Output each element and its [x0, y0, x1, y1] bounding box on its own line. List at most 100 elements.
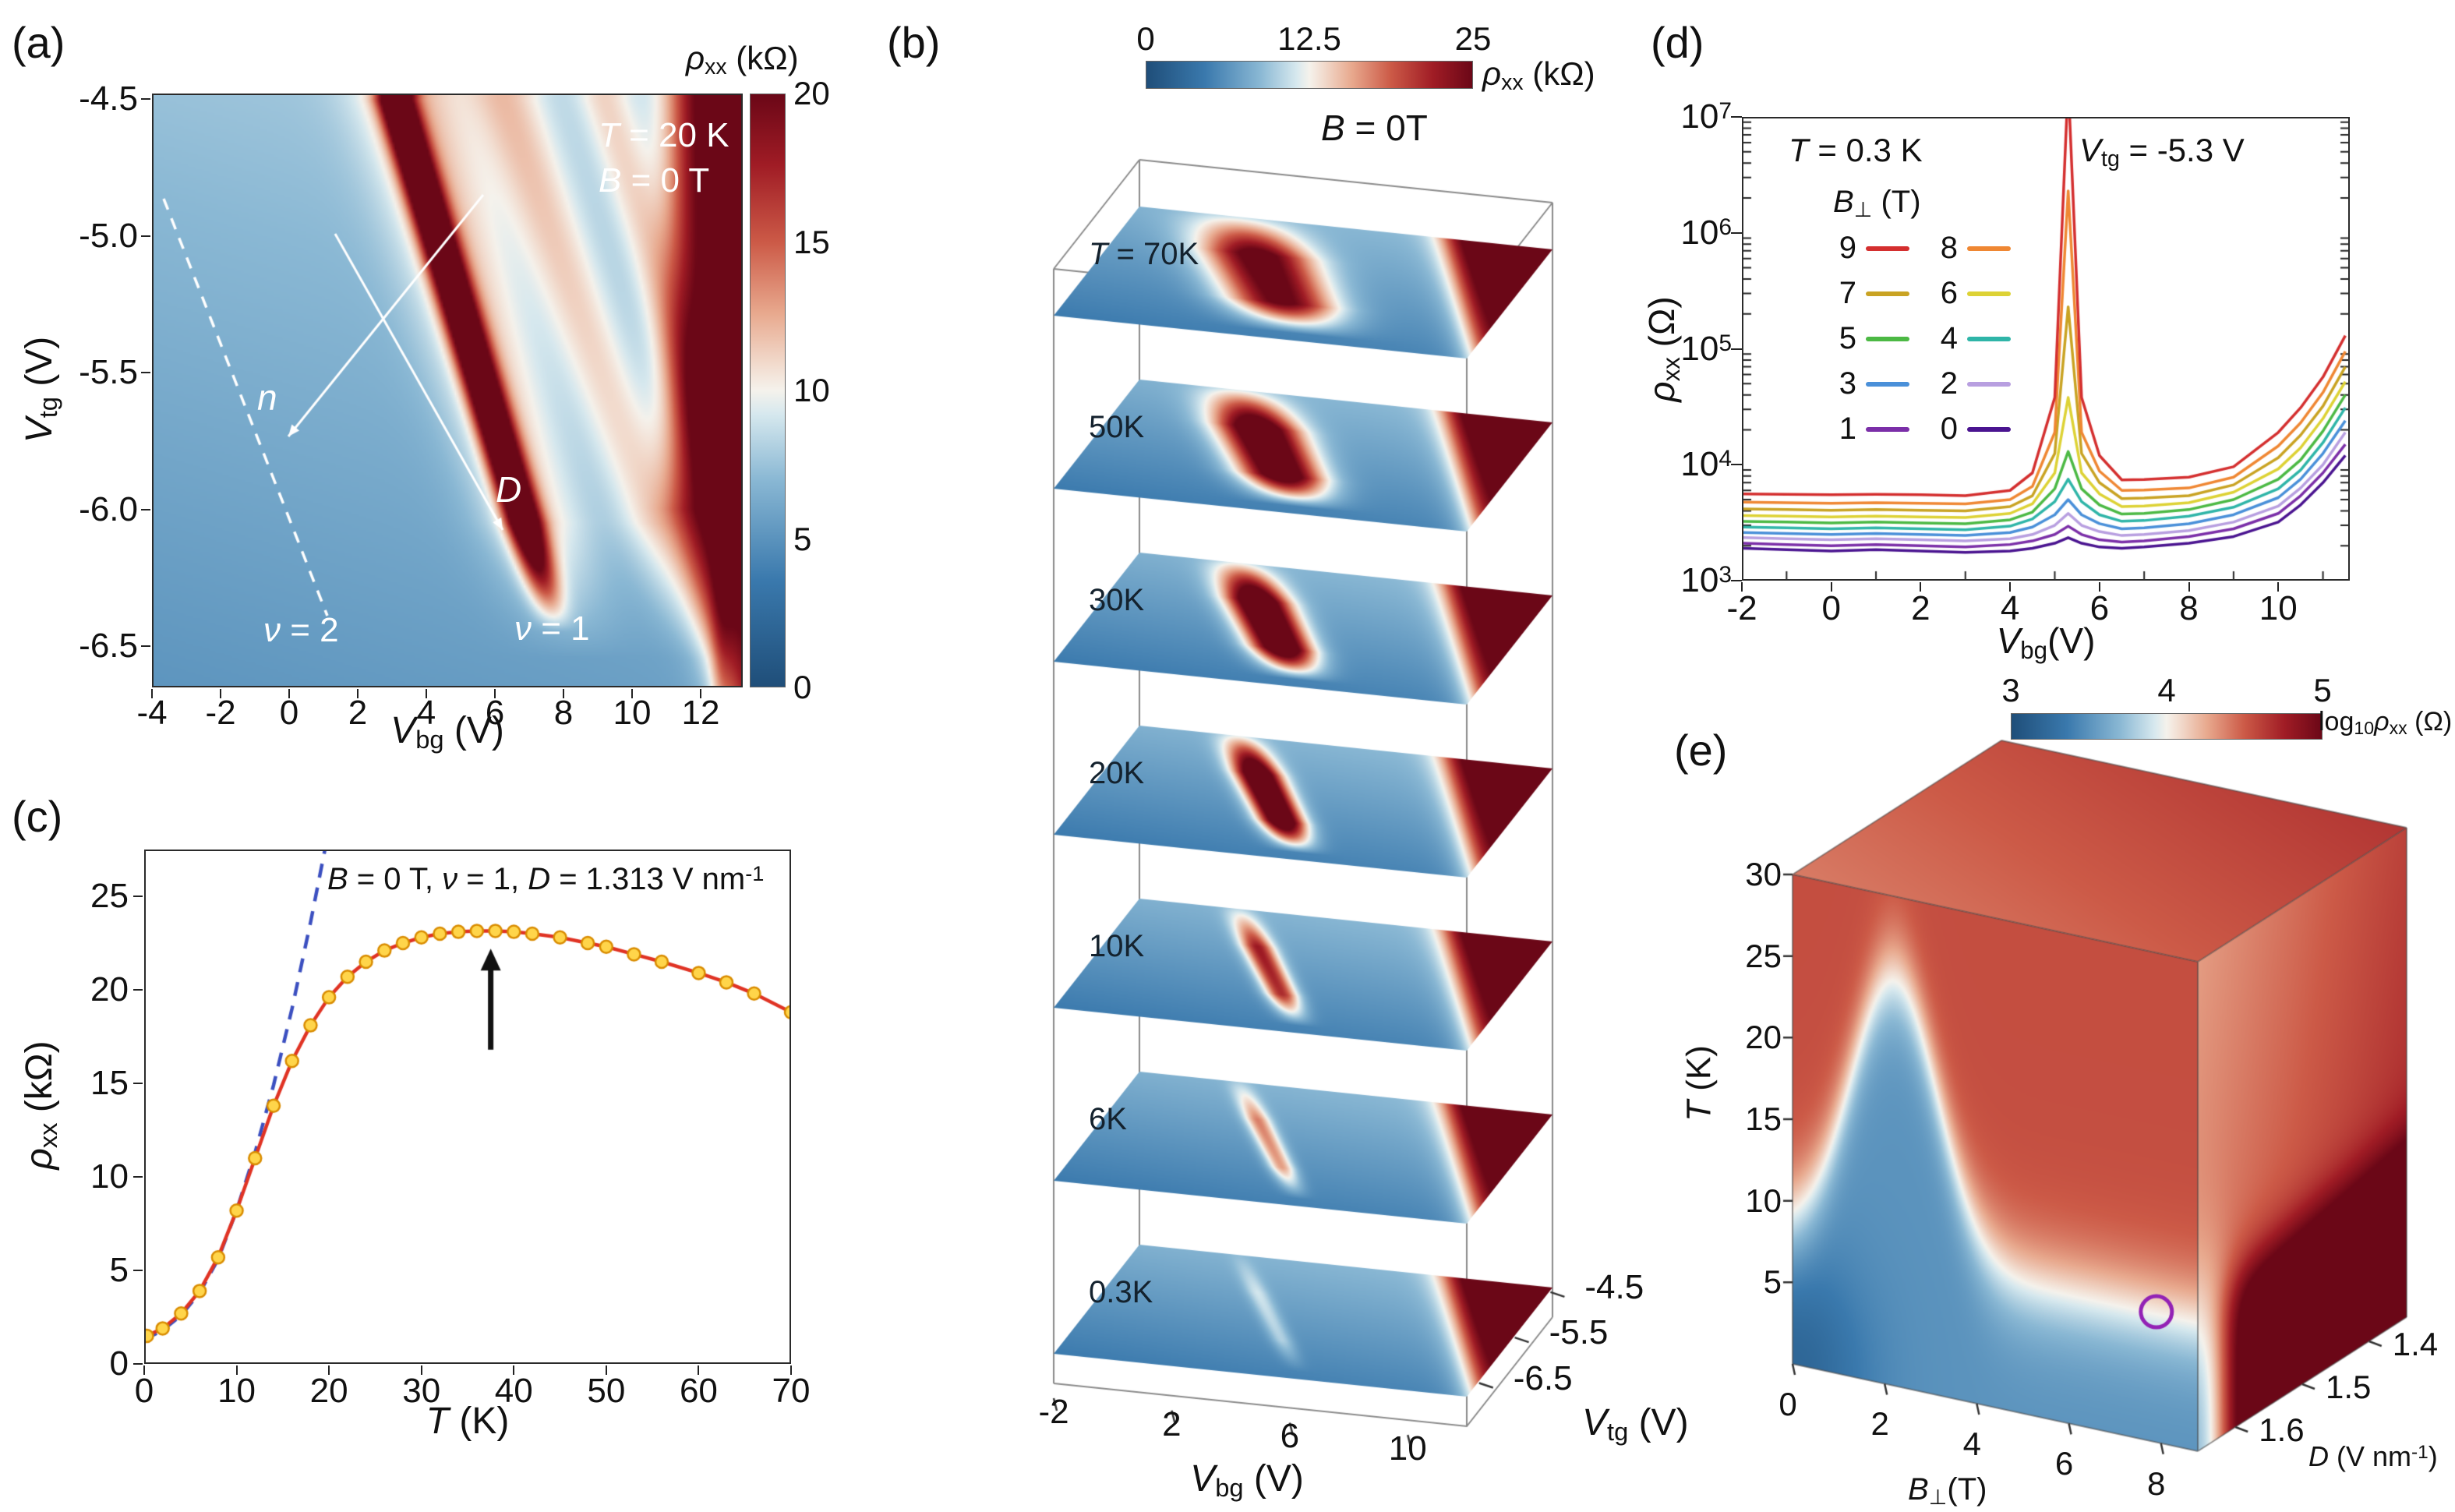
c-y-tick-label: 0 — [109, 1344, 129, 1383]
legend-swatch — [1866, 291, 1909, 296]
colorbar-b-title: ρxx (kΩ) — [1482, 55, 1595, 96]
c-x-tick-label: 70 — [772, 1372, 811, 1410]
y-axis-label-d: ρxx (Ω) — [1641, 296, 1685, 402]
annotation-field-a: B = 0 T — [599, 161, 710, 200]
e-colorbar-tick-label: 3 — [2001, 672, 2020, 708]
b-y-tick-label: -6.5 — [1513, 1358, 1573, 1397]
tick-mark — [420, 1365, 422, 1375]
c-y-tick-label: 10 — [90, 1157, 129, 1196]
heatmap-canvas-a — [152, 94, 743, 687]
e-d-tick-label: 1.5 — [2326, 1368, 2372, 1405]
legend-item-b1: 1 — [1830, 412, 1909, 447]
legend-item-b9: 9 — [1830, 231, 1909, 266]
tick-mark — [141, 235, 150, 237]
b-layer-label: 20K — [1089, 756, 1145, 790]
b-layer-label: T = 70K — [1089, 237, 1199, 271]
tick-mark — [220, 689, 221, 698]
b-y-tick-label: -4.5 — [1584, 1267, 1644, 1306]
a-colorbar-tick-label: 10 — [793, 371, 830, 408]
tick-mark — [133, 896, 143, 897]
tick-mark — [700, 689, 701, 698]
annotation-c: B = 0 T, ν = 1, D = 1.313 V nm-1 — [327, 861, 765, 897]
legend-value: 8 — [1940, 231, 1958, 265]
tick-mark — [288, 689, 290, 698]
tick-mark — [133, 989, 143, 991]
b-x-tick-label: 6 — [1280, 1417, 1300, 1456]
panel-a-letter: (a) — [12, 18, 65, 67]
a-colorbar-tick-label: 5 — [793, 520, 812, 557]
legend-value: 6 — [1940, 276, 1958, 310]
tick-mark — [328, 1365, 330, 1375]
legend-swatch — [1967, 291, 2011, 296]
legend-value: 0 — [1940, 412, 1958, 446]
b-layer-label: 0.3K — [1089, 1275, 1153, 1309]
a-y-tick-label: -6.0 — [79, 489, 138, 528]
c-x-tick-label: 50 — [587, 1372, 626, 1410]
b-layer-label: 6K — [1089, 1102, 1127, 1136]
c-x-tick-label: 30 — [402, 1372, 441, 1410]
a-x-tick-label: 4 — [416, 694, 436, 732]
x-axis-label-c: T (K) — [426, 1401, 510, 1442]
c-x-tick-label: 20 — [309, 1372, 348, 1410]
tick-mark — [1731, 464, 1742, 466]
colorbar-a-title: ρxx (kΩ) — [686, 40, 799, 80]
b-layer-label: 30K — [1089, 583, 1145, 617]
b-axis-label-e: B⊥(T) — [1908, 1472, 1987, 1509]
annotation-nu1: ν = 1 — [514, 609, 590, 648]
legend-value: 1 — [1839, 412, 1856, 446]
a-x-tick-label: -4 — [136, 694, 168, 732]
a-x-tick-label: 10 — [613, 694, 652, 732]
y-axis-label-c: ρxx (kΩ) — [18, 1040, 62, 1170]
e-t-tick-label: 20 — [1745, 1019, 1782, 1056]
tick-mark — [631, 689, 633, 698]
d-y-tick-label: 103 — [1680, 560, 1732, 599]
colorbar-b — [1146, 61, 1473, 89]
t-axis-label-e: T (K) — [1680, 1045, 1718, 1122]
legend-item-b6: 6 — [1931, 276, 2011, 311]
e-colorbar-tick-label: 4 — [2157, 672, 2176, 708]
tick-mark — [133, 1176, 143, 1178]
b-colorbar-tick-label: 0 — [1136, 20, 1155, 57]
tick-mark — [1731, 116, 1742, 118]
b-y-tick-label: -5.5 — [1549, 1313, 1609, 1352]
b-x-tick-label: 2 — [1162, 1404, 1182, 1443]
legend-item-b4: 4 — [1931, 321, 2011, 356]
annotation-n-arrow-label: n — [257, 377, 277, 418]
panel-d-letter: (d) — [1651, 18, 1704, 67]
e-t-tick-label: 10 — [1745, 1182, 1782, 1219]
y-axis-label-a: Vtg (V) — [18, 336, 62, 443]
d-x-tick-label: -2 — [1726, 589, 1757, 627]
annotation-d-arrow-label: D — [496, 469, 522, 510]
tick-mark — [1731, 231, 1742, 234]
d-x-tick-label: 2 — [1911, 589, 1930, 627]
tick-mark — [141, 372, 150, 374]
tick-mark — [141, 645, 150, 648]
line-plot-canvas-c — [146, 851, 789, 1362]
a-y-tick-label: -4.5 — [79, 79, 138, 118]
a-colorbar-tick-label: 0 — [793, 668, 812, 705]
a-x-tick-label: 8 — [553, 694, 574, 732]
e-t-tick-label: 5 — [1763, 1263, 1782, 1301]
a-x-tick-label: 0 — [279, 694, 299, 732]
a-x-tick-label: 12 — [681, 694, 720, 732]
tick-mark — [494, 689, 496, 698]
x-axis-label-d: Vbg(V) — [1996, 620, 2096, 664]
b-colorbar-tick-label: 12.5 — [1277, 20, 1341, 57]
tick-mark — [1741, 582, 1743, 592]
tick-mark — [235, 1365, 238, 1375]
tick-mark — [563, 689, 564, 698]
e-t-tick-label: 15 — [1745, 1100, 1782, 1137]
tick-mark — [133, 1363, 143, 1365]
legend-swatch — [1866, 426, 1909, 432]
legend-swatch — [1866, 381, 1909, 387]
b-layer-label: 10K — [1089, 929, 1145, 963]
d-x-tick-label: 0 — [1821, 589, 1841, 627]
e-b-tick-label: 0 — [1779, 1386, 1797, 1422]
annotation-temperature-d: T = 0.3 K — [1789, 132, 1923, 168]
d-y-tick-label: 107 — [1680, 97, 1732, 136]
b-x-tick-label: -2 — [1038, 1393, 1069, 1431]
d-y-tick-label: 106 — [1680, 213, 1732, 252]
d-x-tick-label: 10 — [2259, 589, 2298, 627]
tick-mark — [357, 689, 359, 698]
d-x-tick-label: 8 — [2179, 589, 2199, 627]
